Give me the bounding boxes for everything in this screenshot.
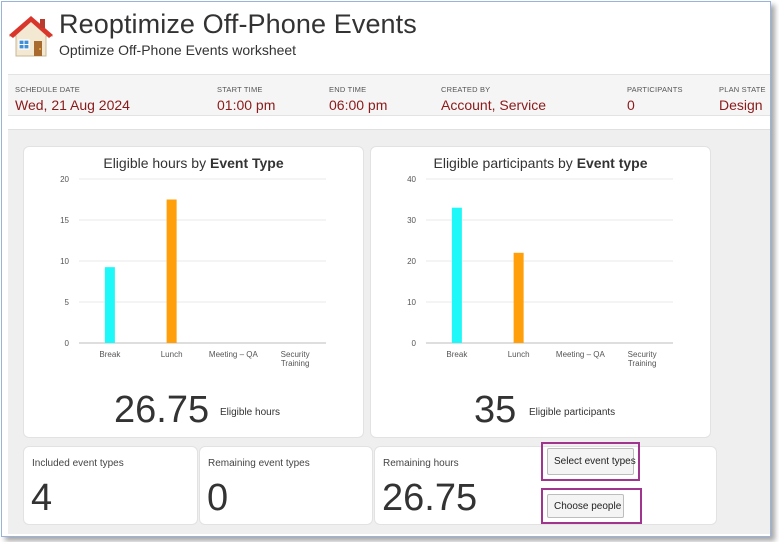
y-tick-label: 0 (65, 339, 70, 348)
end-time-field: END TIME 06:00 pm (329, 85, 387, 113)
choose-people-button[interactable]: Choose people (547, 494, 624, 518)
chart-title: Eligible participants by Event type (371, 155, 710, 171)
plan-state-value: Design (719, 97, 763, 113)
y-tick-label: 30 (407, 216, 416, 225)
plan-state-label: PLAN STATE (719, 85, 766, 94)
chart-title-text: Eligible hours by (103, 155, 210, 171)
chart-title-emphasis: Event type (576, 155, 648, 171)
included-event-types-card: Included event types 4 (23, 446, 198, 525)
schedule-date-value: Wed, 21 Aug 2024 (15, 97, 130, 113)
x-tick-label: Break (446, 350, 468, 359)
x-tick-label: Meeting – QA (556, 350, 606, 359)
bar-lunch (166, 199, 177, 343)
y-tick-label: 20 (60, 175, 69, 184)
end-time-value: 06:00 pm (329, 97, 388, 113)
created-by-field: CREATED BY Account, Service (441, 85, 546, 113)
schedule-date-field: SCHEDULE DATE Wed, 21 Aug 2024 (15, 85, 130, 113)
y-tick-label: 0 (412, 339, 417, 348)
y-tick-label: 15 (60, 216, 69, 225)
worksheet-window: Reoptimize Off-Phone Events Optimize Off… (1, 1, 771, 537)
x-tick-label: Training (628, 359, 657, 368)
created-by-label: CREATED BY (441, 85, 491, 94)
eligible-hours-total: 26.75 (114, 389, 210, 431)
start-time-field: START TIME 01:00 pm (217, 85, 275, 113)
end-time-label: END TIME (329, 85, 367, 94)
y-tick-label: 40 (407, 175, 416, 184)
chart-title: Eligible hours by Event Type (24, 155, 363, 171)
y-tick-label: 20 (407, 257, 416, 266)
x-tick-label: Lunch (508, 350, 530, 359)
x-tick-label: Break (99, 350, 121, 359)
start-time-value: 01:00 pm (217, 97, 276, 113)
participants-field: PARTICIPANTS 0 (627, 85, 683, 113)
bar-break (451, 207, 462, 343)
participants-value: 0 (627, 97, 635, 113)
y-tick-label: 5 (65, 298, 70, 307)
remaining-event-types-card: Remaining event types 0 (199, 446, 373, 525)
chart-title-emphasis: Event Type (209, 155, 284, 171)
eligible-hours-chart: 0 5 10 15 20 Break Lunch Meeting – QA SecurityTr… (60, 175, 326, 368)
remaining-event-types-label: Remaining event types (208, 458, 310, 469)
house-icon (8, 14, 54, 58)
remaining-event-types-value: 0 (207, 477, 229, 519)
start-time-label: START TIME (217, 85, 263, 94)
eligible-participants-card: Eligible participants by Event type 0 10 2… (370, 146, 711, 438)
participants-label: PARTICIPANTS (627, 85, 683, 94)
select-event-types-button[interactable]: Select event types (547, 448, 636, 475)
x-tick-label: Lunch (161, 350, 183, 359)
eligible-participants-chart: 0 10 20 30 40 Break Lunch Meeting – QA SecurityT… (407, 175, 673, 368)
bar-lunch (513, 252, 524, 343)
select-event-types-highlight: Select event types (541, 442, 640, 481)
remaining-hours-value: 26.75 (382, 477, 478, 519)
eligible-participants-total: 35 (474, 389, 517, 431)
page-title: Reoptimize Off-Phone Events (59, 9, 417, 39)
x-tick-label: Security (281, 350, 310, 359)
dashboard-panel: Eligible hours by Event Type 0 5 10 15 20 Bre… (8, 129, 770, 534)
eligible-participants-total-label: Eligible participants (529, 407, 616, 418)
remaining-hours-label: Remaining hours (383, 458, 459, 469)
bar-break (104, 267, 115, 343)
created-by-value: Account, Service (441, 97, 547, 113)
x-tick-label: Meeting – QA (209, 350, 259, 359)
page-subtitle: Optimize Off-Phone Events worksheet (59, 42, 297, 58)
schedule-date-label: SCHEDULE DATE (15, 85, 80, 94)
y-tick-label: 10 (60, 257, 69, 266)
plan-state-field: PLAN STATE Design (719, 85, 766, 113)
x-tick-label: Training (281, 359, 310, 368)
worksheet-info-bar: SCHEDULE DATE Wed, 21 Aug 2024 START TIM… (8, 74, 770, 116)
included-event-types-label: Included event types (32, 458, 124, 469)
included-event-types-value: 4 (31, 477, 53, 519)
chart-title-text: Eligible participants by (433, 155, 577, 171)
y-tick-label: 10 (407, 298, 416, 307)
remaining-hours-card: Remaining hours 26.75 (374, 446, 717, 525)
choose-people-highlight: Choose people (541, 488, 642, 524)
eligible-hours-total-label: Eligible hours (220, 407, 281, 418)
eligible-hours-card: Eligible hours by Event Type 0 5 10 15 20 Bre… (23, 146, 364, 438)
x-tick-label: Security (628, 350, 657, 359)
